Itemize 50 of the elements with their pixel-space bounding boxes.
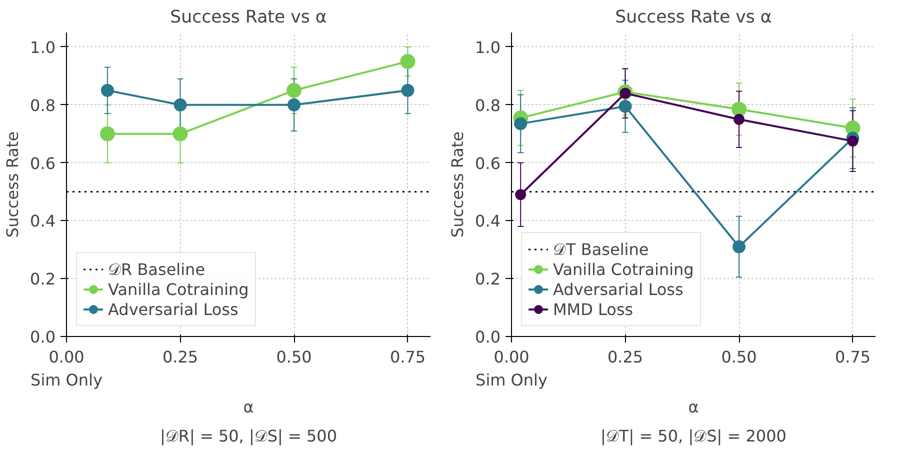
point [286,82,302,98]
x-tick-label: 0.25 [607,348,644,366]
point [172,126,188,142]
x-tick-label: 0.75 [834,348,871,366]
y-axis-title: Success Rate [448,131,468,238]
y-tick-label: 0.0 [30,328,56,346]
y-tick-label: 0.2 [30,270,56,289]
point [400,54,416,69]
y-tick-label: 0.4 [30,212,56,231]
y-tick-label: 0.2 [475,270,501,289]
legend-label: Adversarial Loss [108,300,238,318]
x-tick-label: 0.25 [162,348,198,366]
x-tick-label: 0.50 [721,348,757,366]
x-tick-label: 0.50 [276,348,312,366]
x-tick-label: 0.75 [390,348,426,366]
legend-label: 𝒟T Baseline [553,240,649,258]
point [288,98,300,112]
x-axis-title: α [243,397,254,416]
point [732,240,746,254]
point [401,84,414,97]
legend-label: Adversarial Loss [553,280,684,298]
text: |𝒟T| = 50, |𝒟S| = 2000 [600,426,786,446]
y-tick-label: 0.6 [30,154,56,173]
legend-label: 𝒟R Baseline [108,260,206,278]
y-tick-label: 1.0 [30,38,56,57]
legend-label: MMD Loss [553,300,634,318]
point [100,126,115,142]
point [100,84,114,97]
chart-title: Success Rate vs α [615,8,772,28]
point [847,136,858,147]
y-tick-label: 1.0 [475,38,501,57]
point [734,114,744,125]
y-tick-label: 0.8 [475,96,501,115]
y-axis-title: Success Rate [3,131,22,238]
point [618,100,632,113]
text: |𝒟R| = 50, |𝒟S| = 500 [160,426,338,446]
point [732,102,746,117]
y-tick-label: 0.4 [475,212,501,231]
x-axis-title: α [688,397,699,416]
point [514,117,528,130]
x-tick-label: 0.00 Sim Only [476,348,548,390]
x-tick-label: 0.00 Sim Only [30,348,102,390]
y-tick-label: 0.8 [30,96,56,115]
legend-label: Vanilla Cotraining [553,260,694,278]
chart-title: Success Rate vs α [170,8,327,28]
y-tick-label: 0.0 [475,328,501,346]
y-tick-label: 0.6 [475,154,501,173]
point [174,98,187,112]
legend-label: Vanilla Cotraining [108,280,249,298]
point [515,189,526,200]
